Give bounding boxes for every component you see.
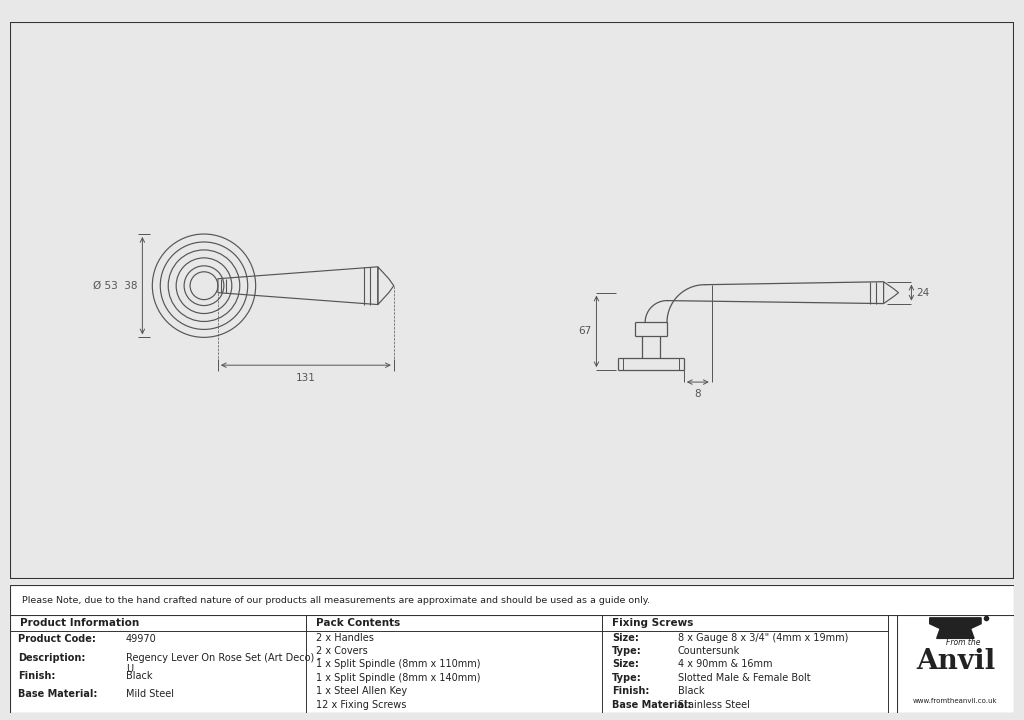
Text: Type:: Type:: [612, 672, 642, 683]
Text: 4 x 90mm & 16mm: 4 x 90mm & 16mm: [678, 660, 772, 670]
Text: 8: 8: [694, 389, 701, 399]
Text: Regency Lever On Rose Set (Art Deco) -
U: Regency Lever On Rose Set (Art Deco) - U: [126, 652, 321, 674]
Text: Pack Contents: Pack Contents: [316, 618, 400, 628]
Text: Finish:: Finish:: [612, 686, 649, 696]
Text: Type:: Type:: [612, 646, 642, 656]
Text: 1 x Steel Allen Key: 1 x Steel Allen Key: [316, 686, 408, 696]
Text: Black: Black: [678, 686, 705, 696]
Text: Product Information: Product Information: [20, 618, 139, 628]
Text: 1 x Split Spindle (8mm x 140mm): 1 x Split Spindle (8mm x 140mm): [316, 672, 481, 683]
Text: Please Note, due to the hand crafted nature of our products all measurements are: Please Note, due to the hand crafted nat…: [23, 596, 650, 605]
Text: Product Code:: Product Code:: [18, 634, 96, 644]
Text: Mild Steel: Mild Steel: [126, 689, 174, 699]
Text: Stainless Steel: Stainless Steel: [678, 700, 750, 710]
Text: Countersunk: Countersunk: [678, 646, 739, 656]
Text: 1 x Split Spindle (8mm x 110mm): 1 x Split Spindle (8mm x 110mm): [316, 660, 481, 670]
Text: 24: 24: [916, 288, 930, 297]
Text: 2 x Covers: 2 x Covers: [316, 646, 368, 656]
Text: 131: 131: [296, 373, 315, 383]
Text: Finish:: Finish:: [18, 671, 55, 680]
Text: Black: Black: [126, 671, 153, 680]
Text: 49970: 49970: [126, 634, 157, 644]
Text: 67: 67: [579, 326, 592, 336]
Text: Size:: Size:: [612, 632, 639, 642]
Text: Slotted Male & Female Bolt: Slotted Male & Female Bolt: [678, 672, 810, 683]
Text: Anvil: Anvil: [915, 649, 995, 675]
Text: Base Material:: Base Material:: [18, 689, 97, 699]
Text: Base Material:: Base Material:: [612, 700, 692, 710]
Text: www.fromtheanvil.co.uk: www.fromtheanvil.co.uk: [913, 698, 997, 704]
Bar: [602, 615, 888, 631]
Text: 12 x Fixing Screws: 12 x Fixing Screws: [316, 700, 407, 710]
Text: 8 x Gauge 8 x 3/4" (4mm x 19mm): 8 x Gauge 8 x 3/4" (4mm x 19mm): [678, 632, 848, 642]
Bar: [10, 615, 306, 631]
Text: Description:: Description:: [18, 652, 86, 662]
Text: Ø 53  38: Ø 53 38: [93, 281, 137, 291]
Text: 2 x Handles: 2 x Handles: [316, 632, 374, 642]
Bar: [306, 615, 602, 631]
Text: From the: From the: [946, 638, 981, 647]
Text: Fixing Screws: Fixing Screws: [612, 618, 693, 628]
Text: Size:: Size:: [612, 660, 639, 670]
Polygon shape: [930, 618, 981, 639]
